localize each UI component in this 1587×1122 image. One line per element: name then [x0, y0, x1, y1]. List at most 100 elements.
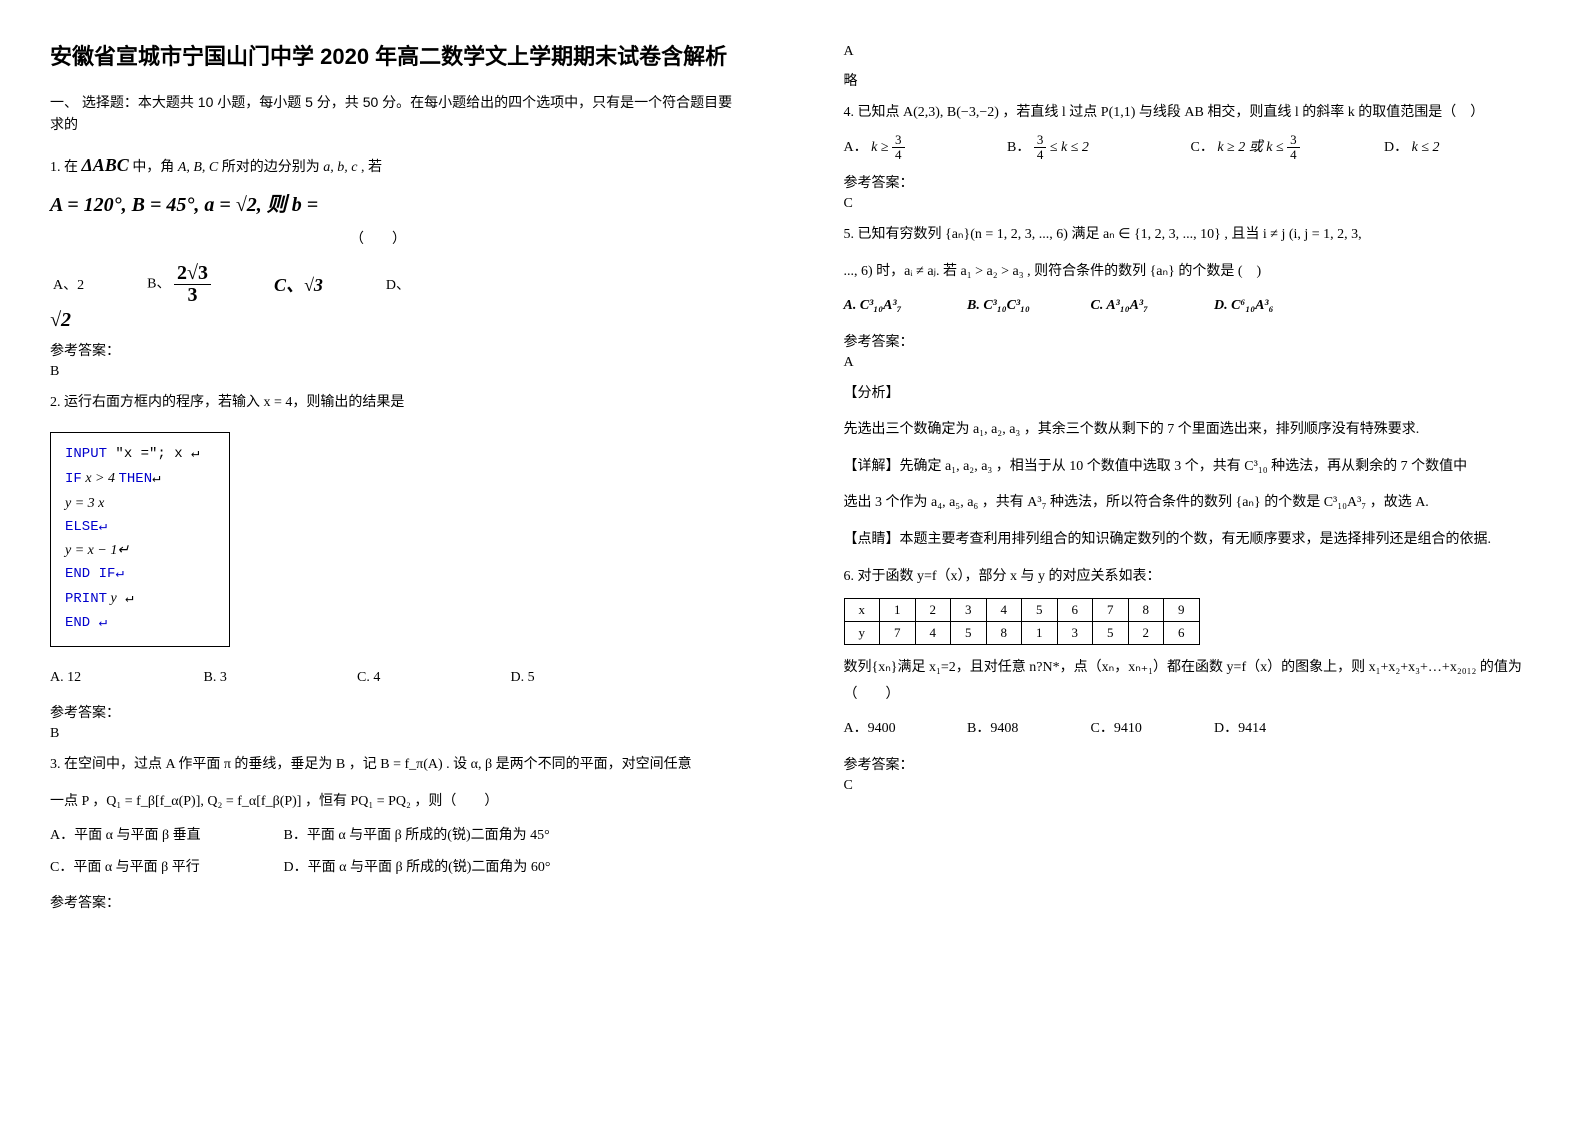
ans-label-6: 参考答案：: [844, 754, 1538, 774]
kw-input: INPUT: [65, 446, 107, 462]
q6-optA: A．9400: [844, 714, 964, 745]
q1-abc: A, B, C: [178, 160, 218, 175]
q4-optA-den: 4: [892, 148, 905, 162]
q2-optC: C. 4: [357, 663, 507, 694]
q3-options: A．平面 α 与平面 β 垂直 B．平面 α 与平面 β 所成的(锐)二面角为 …: [50, 821, 744, 884]
q6-table-row-x: x 1 2 3 4 5 6 7 8 9: [844, 599, 1199, 622]
table-cell: 4: [986, 599, 1022, 622]
table-cell: 4: [915, 622, 951, 645]
q5-optB: B. C³₁₀C³₁₀: [967, 291, 1087, 322]
table-cell: 6: [1164, 622, 1200, 645]
q4-optA: A． k ≥ 34: [844, 133, 1004, 164]
q5-analysis-label: 【分析】: [844, 381, 1538, 408]
ans-label-1: 参考答案：: [50, 340, 744, 360]
q6-optD: D．9414: [1214, 714, 1334, 745]
q6-answer: C: [844, 778, 1538, 794]
q4-optD-main: k ≤ 2: [1412, 140, 1440, 155]
code-l2: IF x > 4 THEN↵: [65, 467, 215, 492]
table-cell: 8: [986, 622, 1022, 645]
ans-label-5: 参考答案：: [844, 331, 1538, 351]
table-cell: 3: [951, 599, 987, 622]
q3-answer-a: A: [844, 44, 1538, 60]
code-l3: y = 3 x: [65, 492, 215, 516]
table-cell: 1: [1022, 622, 1058, 645]
table-cell: 1: [880, 599, 916, 622]
q4-optA-pre: A．: [844, 140, 868, 155]
q4-options: A． k ≥ 34 B． 34 ≤ k ≤ 2 C． k ≥ 2 或 k ≤ 3…: [844, 133, 1538, 164]
q4-optA-num: 3: [892, 133, 905, 148]
q4-optD: D． k ≤ 2: [1384, 133, 1440, 164]
q1-mid: 中，角: [132, 160, 178, 175]
table-cell: 6: [1057, 599, 1093, 622]
ans-label-2: 参考答案：: [50, 702, 744, 722]
kw-then: THEN: [118, 471, 152, 487]
kw-print: PRINT: [65, 591, 107, 607]
q4-optA-main: k ≥: [871, 140, 892, 155]
q3-stem2: 一点 P ，Q₁ = f_β[f_α(P)], Q₂ = f_α[f_β(P)]…: [50, 789, 744, 816]
q4-optB: B． 34 ≤ k ≤ 2: [1007, 133, 1187, 164]
q5-stem2: ..., 6) 时，aᵢ ≠ aⱼ. 若 a₁ > a₂ > a₃ , 则符合条…: [844, 259, 1538, 286]
table-cell: 5: [951, 622, 987, 645]
table-cell: 2: [915, 599, 951, 622]
q1-optB-num: 2√3: [174, 263, 211, 285]
table-cell: 3: [1057, 622, 1093, 645]
page: 安徽省宣城市宁国山门中学 2020 年高二数学文上学期期末试卷含解析 一、 选择…: [0, 0, 1587, 1122]
q5-detail-1: 【详解】先确定 a₁, a₂, a₃ ，相当于从 10 个数值中选取 3 个，共…: [844, 454, 1538, 481]
left-column: 安徽省宣城市宁国山门中学 2020 年高二数学文上学期期末试卷含解析 一、 选择…: [0, 0, 794, 1122]
code-l1b: "x ="; x: [107, 446, 183, 462]
q1-formula: A = 120°, B = 45°, a = √2, 则 b =: [50, 188, 744, 217]
q6-optB: B．9408: [967, 714, 1087, 745]
q5-options: A. C³₁₀A³₇ B. C³₁₀C³₁₀ C. A³₁₀A³₇ D. C⁶₁…: [844, 291, 1538, 322]
code-l4: ELSE↵: [65, 516, 215, 540]
q1-mid2: 所对的边分别为: [222, 160, 324, 175]
q3-stem1: 3. 在空间中，过点 A 作平面 π 的垂线，垂足为 B ，记 B = f_π(…: [50, 752, 744, 779]
table-cell: 5: [1093, 622, 1129, 645]
q2-code-box: INPUT "x ="; x ↵ IF x > 4 THEN↵ y = 3 x …: [50, 432, 230, 646]
q4-answer: C: [844, 196, 1538, 212]
q4-optC-den: 4: [1287, 148, 1300, 162]
q3-optA: A．平面 α 与平面 β 垂直: [50, 821, 280, 852]
q4-optB-den: 4: [1034, 148, 1047, 162]
ans-label-4: 参考答案：: [844, 172, 1538, 192]
q3-optB: B．平面 α 与平面 β 所成的(锐)二面角为 45°: [284, 821, 550, 852]
table-cell: x: [844, 599, 880, 622]
kw-else: ELSE: [65, 519, 99, 535]
q1-triangle: ΔABC: [82, 155, 129, 175]
q1-stem: 1. 在 ΔABC 中，角 A, B, C 所对的边分别为 a, b, c , …: [50, 148, 744, 182]
code-l8: END ↵: [65, 612, 215, 636]
table-cell: 7: [1093, 599, 1129, 622]
q6-options: A．9400 B．9408 C．9410 D．9414: [844, 714, 1538, 745]
q1-end: , 若: [361, 160, 382, 175]
table-cell: 8: [1128, 599, 1164, 622]
q3-optD: D．平面 α 与平面 β 所成的(锐)二面角为 60°: [284, 853, 551, 884]
code-l5t: y = x − 1: [65, 543, 117, 558]
q1-pre: 1. 在: [50, 160, 78, 175]
table-cell: 7: [880, 622, 916, 645]
q5-analysis-text: 先选出三个数确定为 a₁, a₂, a₃ ，其余三个数从剩下的 7 个里面选出来…: [844, 417, 1538, 444]
q6-table-row-y: y 7 4 5 8 1 3 5 2 6: [844, 622, 1199, 645]
q5-optA: A. C³₁₀A³₇: [844, 291, 964, 322]
q4-optC: C． k ≥ 2 或 k ≤ 34: [1191, 133, 1381, 164]
section-1-heading: 一、 选择题：本大题共 10 小题，每小题 5 分，共 50 分。在每小题给出的…: [50, 91, 744, 136]
code-l6: END IF↵: [65, 563, 215, 587]
q5-stem1: 5. 已知有穷数列 {aₙ}(n = 1, 2, 3, ..., 6) 满足 a…: [844, 222, 1538, 249]
q5-detail-2: 选出 3 个作为 a₄, a₅, a₆ ，共有 A³₇ 种选法，所以符合条件的数…: [844, 490, 1538, 517]
q4-optB-num: 3: [1034, 133, 1047, 148]
q6-after: 数列{xₙ}满足 x₁=2，且对任意 n?N*，点（xₙ，xₙ₊₁）都在函数 y…: [844, 655, 1538, 708]
q1-answer: B: [50, 364, 744, 380]
q4-optB-pre: B．: [1007, 140, 1030, 155]
q1-optC: C、√3: [273, 262, 383, 307]
kw-if2: IF: [90, 566, 115, 582]
table-cell: 2: [1128, 622, 1164, 645]
right-column: A 略 4. 已知点 A(2,3), B(−3,−2) ，若直线 l 过点 P(…: [794, 0, 1587, 1122]
q2-options: A. 12 B. 3 C. 4 D. 5: [50, 663, 744, 694]
q6-optC: C．9410: [1091, 714, 1211, 745]
q3-optC: C．平面 α 与平面 β 平行: [50, 853, 280, 884]
q1-optA: A、2: [52, 262, 144, 307]
q4-optB-main: ≤ k ≤ 2: [1050, 140, 1089, 155]
q5-optD: D. C⁶₁₀A³₆: [1214, 291, 1334, 322]
code-l7b: y: [107, 591, 117, 606]
q5-answer: A: [844, 355, 1538, 371]
code-l2b: x > 4: [82, 471, 119, 486]
kw-if: IF: [65, 471, 82, 487]
